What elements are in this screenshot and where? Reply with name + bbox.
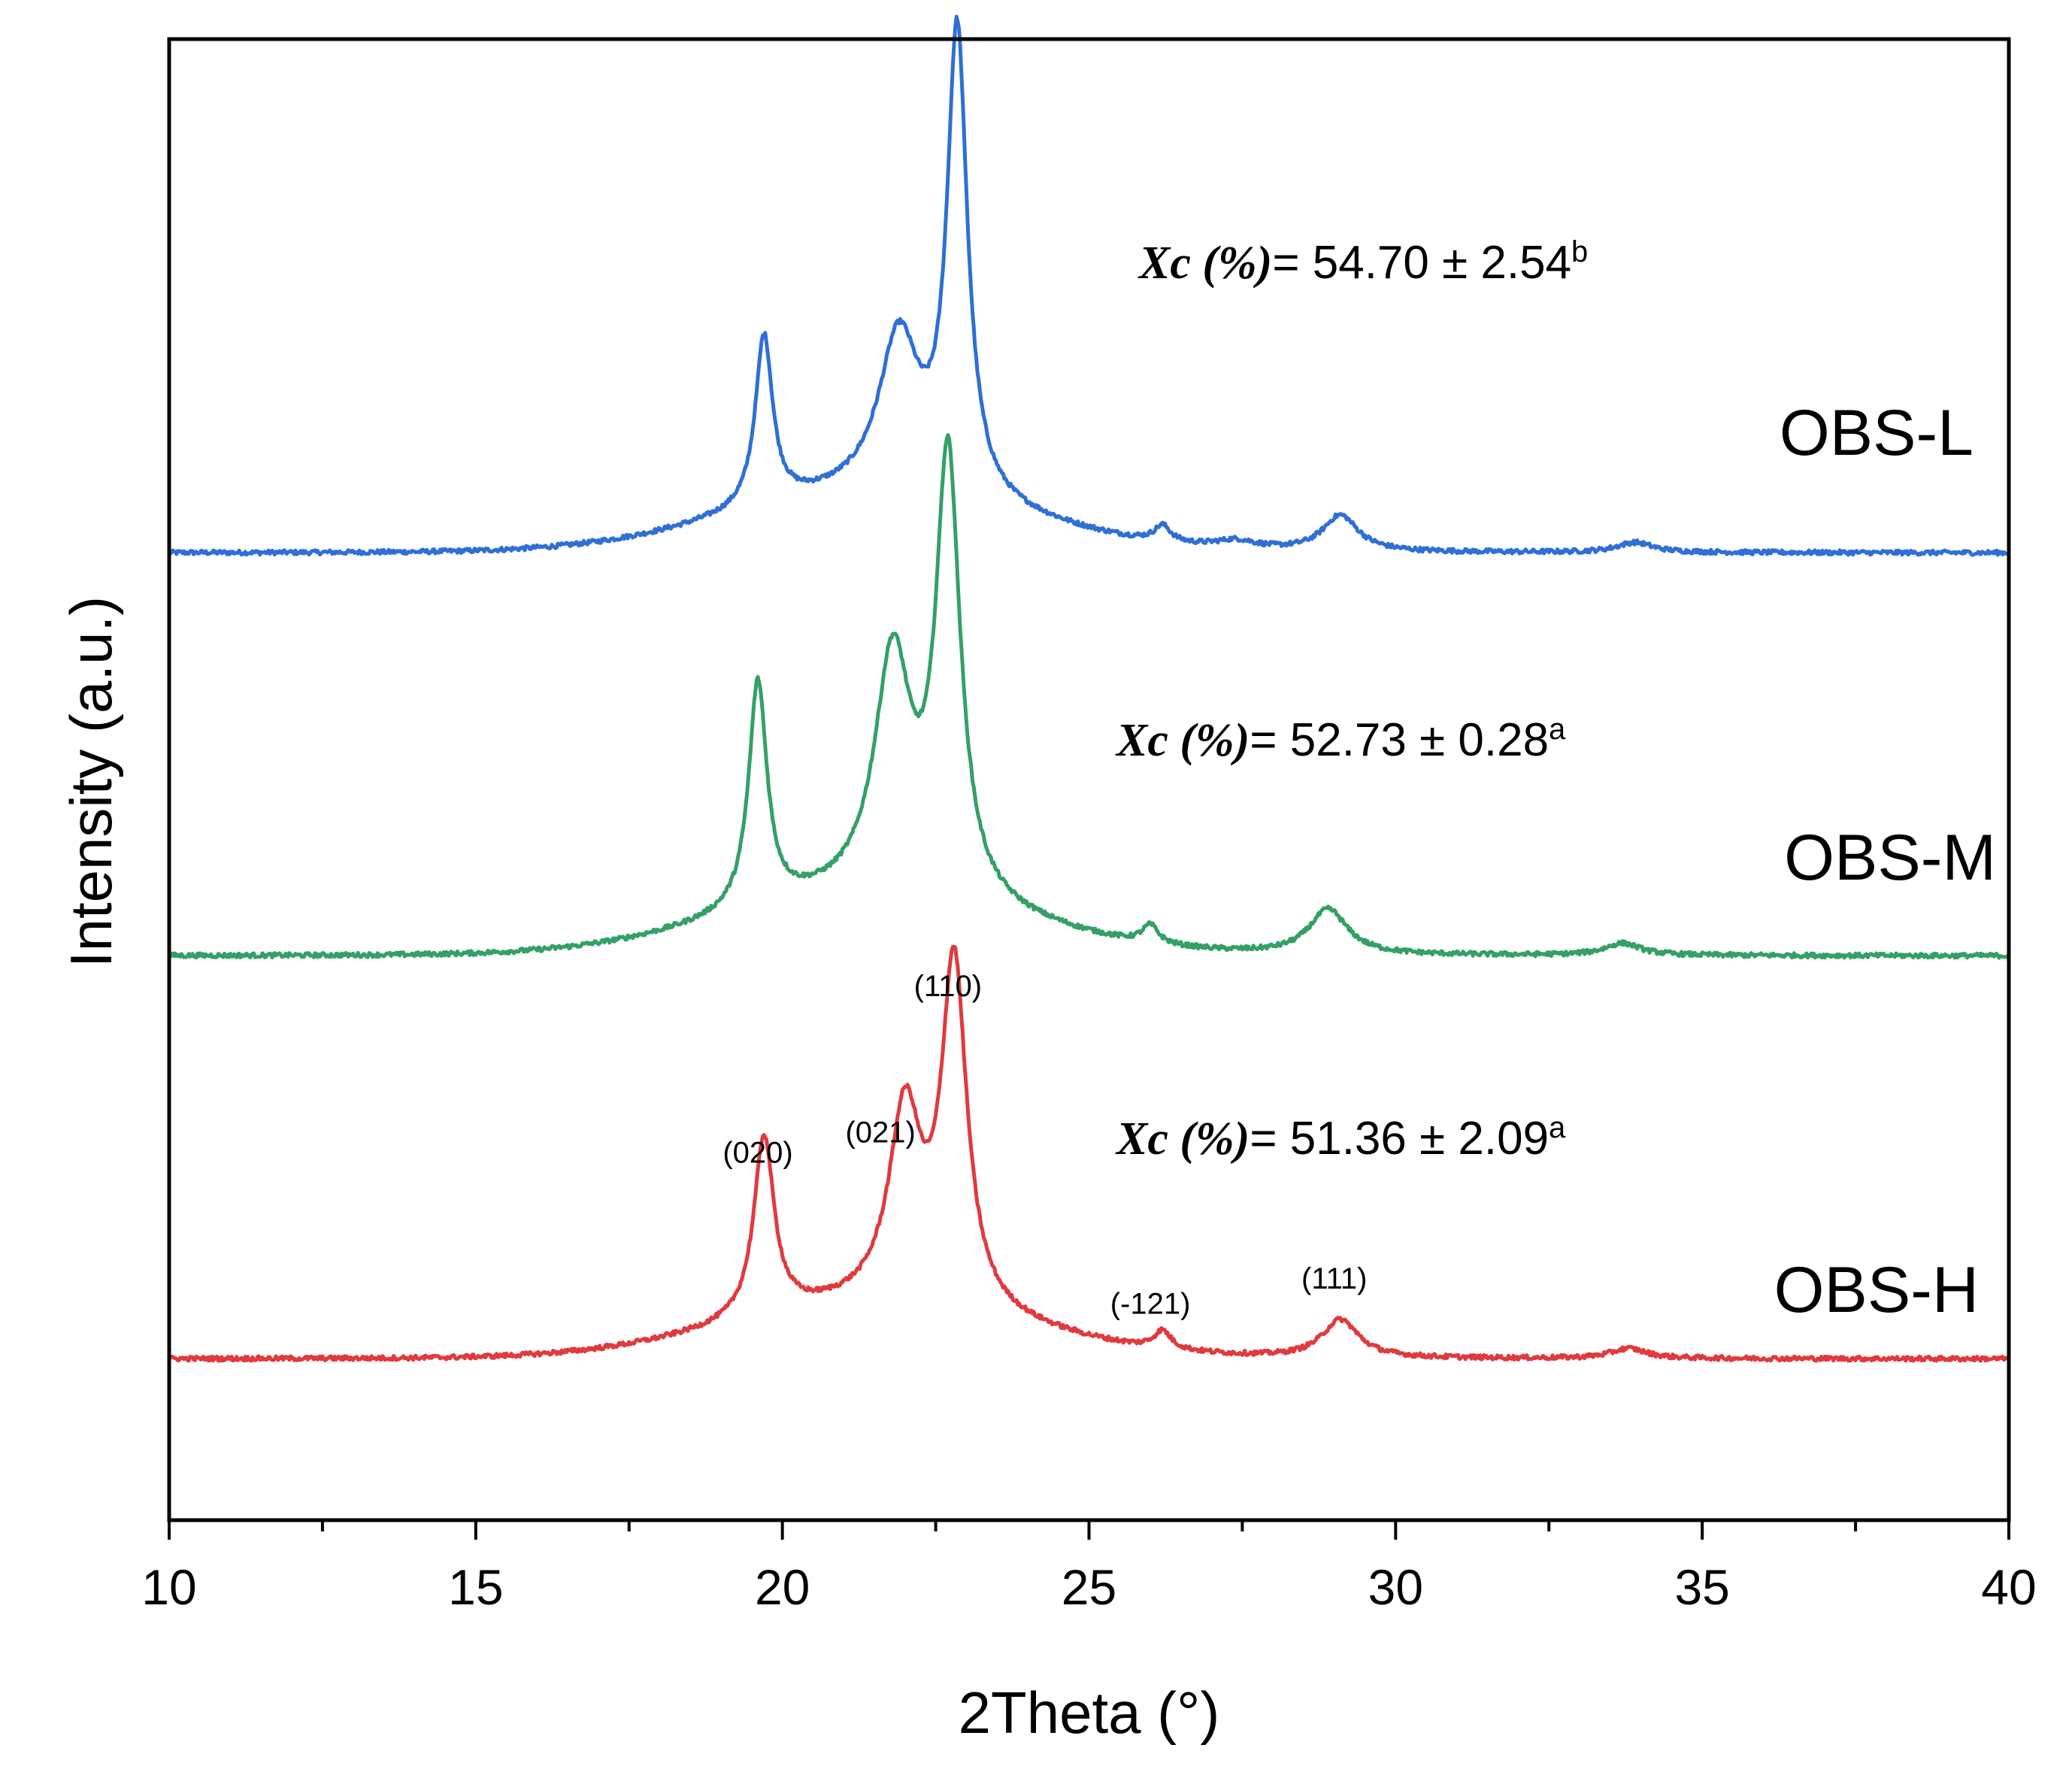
crystallinity-value: = 54.70 ± 2.54	[1272, 237, 1571, 289]
plot-frame	[167, 37, 2011, 1522]
x-tick-label: 15	[448, 1559, 503, 1615]
peak-index-label: (-121)	[1110, 1287, 1191, 1320]
crystallinity-symbol: Xc (%)	[1115, 715, 1250, 766]
series-label-obs-l: OBS-L	[1780, 397, 1974, 469]
crystallinity-label-obs-m: Xc (%)= 52.73 ± 0.28a	[1115, 713, 1566, 766]
series-label-obs-h: OBS-H	[1774, 1254, 1979, 1326]
x-tick-label: 35	[1674, 1559, 1729, 1615]
significance-superscript: a	[1549, 713, 1566, 746]
crystallinity-label-obs-h: Xc (%)= 51.36 ± 2.09a	[1115, 1111, 1566, 1165]
x-tick-label: 25	[1062, 1559, 1116, 1615]
peak-index-label: (020)	[722, 1136, 792, 1169]
peak-index-label: (111)	[1301, 1262, 1367, 1295]
y-axis-title: Intensity (a.u.)	[58, 596, 124, 968]
x-tick-label: 40	[1981, 1559, 2036, 1615]
peak-index-label: (021)	[845, 1116, 915, 1149]
x-axis-title: 2Theta (°)	[959, 1680, 1220, 1746]
x-tick-label: 20	[755, 1559, 810, 1615]
series-line-obs-h	[167, 944, 2011, 1363]
peak-index-label: (110)	[914, 970, 982, 1003]
x-tick-label: 10	[141, 1559, 196, 1615]
series-label-obs-m: OBS-M	[1784, 822, 1996, 894]
series-line-obs-l	[168, 14, 2010, 557]
series-line-obs-m	[167, 433, 2010, 960]
significance-superscript: a	[1549, 1111, 1566, 1144]
crystallinity-symbol: Xc (%)	[1137, 238, 1272, 289]
crystallinity-value: = 51.36 ± 2.09	[1250, 1113, 1549, 1165]
x-axis: 10 15 20 25 30 35 40	[141, 1520, 2037, 1615]
crystallinity-symbol: Xc (%)	[1115, 1113, 1250, 1165]
crystallinity-label-obs-l: Xc (%)= 54.70 ± 2.54b	[1137, 235, 1588, 289]
series-group	[167, 14, 2011, 1363]
x-tick-label: 30	[1368, 1559, 1423, 1615]
significance-superscript: b	[1571, 235, 1588, 268]
crystallinity-value: = 52.73 ± 0.28	[1250, 714, 1549, 766]
